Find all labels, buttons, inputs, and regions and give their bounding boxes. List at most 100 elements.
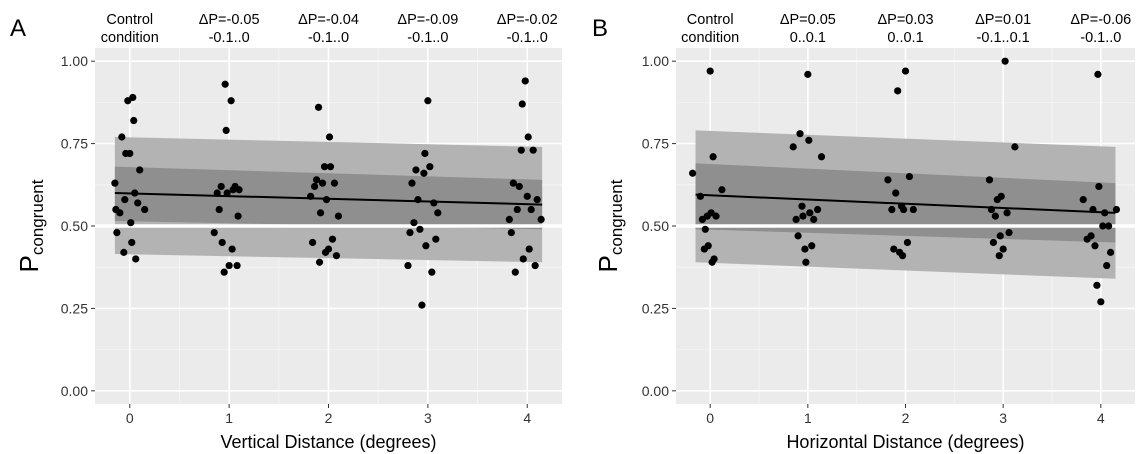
data-point (430, 199, 438, 207)
data-point (529, 146, 537, 154)
condition-label-line2: -0.1..0 (209, 30, 250, 46)
y-tick-label: 0.00 (642, 383, 669, 399)
x-axis-title: Horizontal Distance (degrees) (786, 432, 1024, 452)
data-point (521, 77, 529, 85)
condition-label-line2: -0.1..0.1 (977, 30, 1030, 46)
data-point (798, 202, 806, 210)
data-point (325, 133, 334, 141)
data-point (898, 252, 907, 260)
data-point (892, 189, 900, 197)
condition-label-line1: ΔP=-0.04 (298, 12, 359, 28)
data-point (792, 215, 800, 224)
data-point (218, 238, 226, 247)
data-point (999, 245, 1007, 253)
condition-label-line1: ΔP=-0.09 (397, 12, 458, 28)
data-point (434, 209, 442, 217)
data-point (888, 205, 896, 214)
data-point (416, 225, 424, 233)
data-point (128, 238, 136, 247)
data-point (220, 268, 228, 276)
data-point (210, 228, 218, 237)
data-point (118, 133, 126, 141)
y-axis-title: Pcongruent (593, 179, 626, 272)
data-point (996, 232, 1004, 240)
data-point (121, 196, 129, 204)
data-point (1001, 57, 1009, 65)
y-axis-title: Pcongruent (14, 179, 47, 272)
data-point (689, 169, 697, 177)
data-point (533, 196, 541, 204)
data-point (422, 242, 430, 250)
data-point (410, 219, 418, 227)
mean-line (695, 193, 1116, 214)
condition-label-line1: Control (106, 12, 153, 28)
data-point (789, 143, 797, 151)
data-point (233, 261, 241, 270)
data-point (228, 245, 236, 253)
data-point (318, 179, 327, 187)
data-point (1011, 143, 1019, 151)
data-point (309, 238, 317, 247)
data-point (799, 212, 807, 220)
data-point (513, 205, 521, 214)
data-point (709, 153, 717, 161)
data-point (814, 205, 822, 214)
data-point (985, 176, 994, 184)
x-tick-label: 2 (902, 410, 910, 426)
condition-label-line1: ΔP=0.03 (877, 12, 933, 28)
condition-label-line1: ΔP=0.05 (780, 12, 836, 28)
data-point (537, 215, 545, 224)
panel-letter: B (592, 15, 608, 42)
data-point (113, 228, 121, 237)
x-axis-title: Vertical Distance (degrees) (220, 432, 436, 452)
data-point (315, 258, 324, 266)
x-tick-label: 1 (804, 410, 812, 426)
data-point (805, 136, 813, 144)
data-point (310, 182, 319, 191)
data-point (129, 93, 137, 102)
panel-a: 0.00 0.25 0.50 0.75 1.00 0 1 2 3 4 Vertical Distan… (10, 12, 562, 452)
data-point (712, 212, 720, 220)
condition-label-line2: 0..0.1 (790, 30, 826, 46)
data-point (524, 133, 532, 141)
data-point (320, 163, 329, 171)
data-point (523, 192, 531, 200)
data-point (408, 179, 416, 187)
y-axis-title-subscript: congruent (28, 179, 47, 255)
data-point (1003, 209, 1011, 217)
data-point (223, 189, 231, 197)
y-tick-label: 0.75 (61, 136, 88, 152)
x-tick-label: 0 (126, 410, 134, 426)
data-point (696, 192, 705, 200)
data-point (509, 179, 517, 187)
data-point (312, 176, 321, 184)
data-point (111, 179, 119, 187)
data-point (527, 205, 535, 214)
x-tick-label: 1 (225, 410, 233, 426)
data-point (517, 146, 525, 154)
data-point (130, 116, 138, 125)
data-point (505, 215, 513, 224)
data-point (227, 97, 235, 105)
x-tick-label: 4 (1097, 410, 1105, 426)
data-point (225, 261, 233, 270)
data-point (116, 209, 124, 217)
data-point (806, 209, 814, 217)
data-point (404, 261, 412, 270)
data-point (307, 192, 315, 200)
data-point (316, 209, 325, 217)
panel-b: 0.00 0.25 0.50 0.75 1.00 0 1 2 3 4 Horizontal Dist… (592, 12, 1135, 452)
condition-label-line1: Control (687, 12, 734, 28)
data-point (794, 232, 802, 240)
data-point (802, 258, 810, 266)
data-point (905, 172, 914, 181)
data-point (418, 301, 426, 309)
data-point (989, 238, 997, 247)
data-point (525, 245, 533, 253)
data-point (217, 182, 225, 191)
y-tick-label: 0.00 (61, 383, 88, 399)
data-point (706, 67, 714, 75)
data-point (801, 245, 809, 253)
data-point (817, 153, 826, 161)
condition-label-line2: -0.1..0 (1080, 30, 1121, 46)
